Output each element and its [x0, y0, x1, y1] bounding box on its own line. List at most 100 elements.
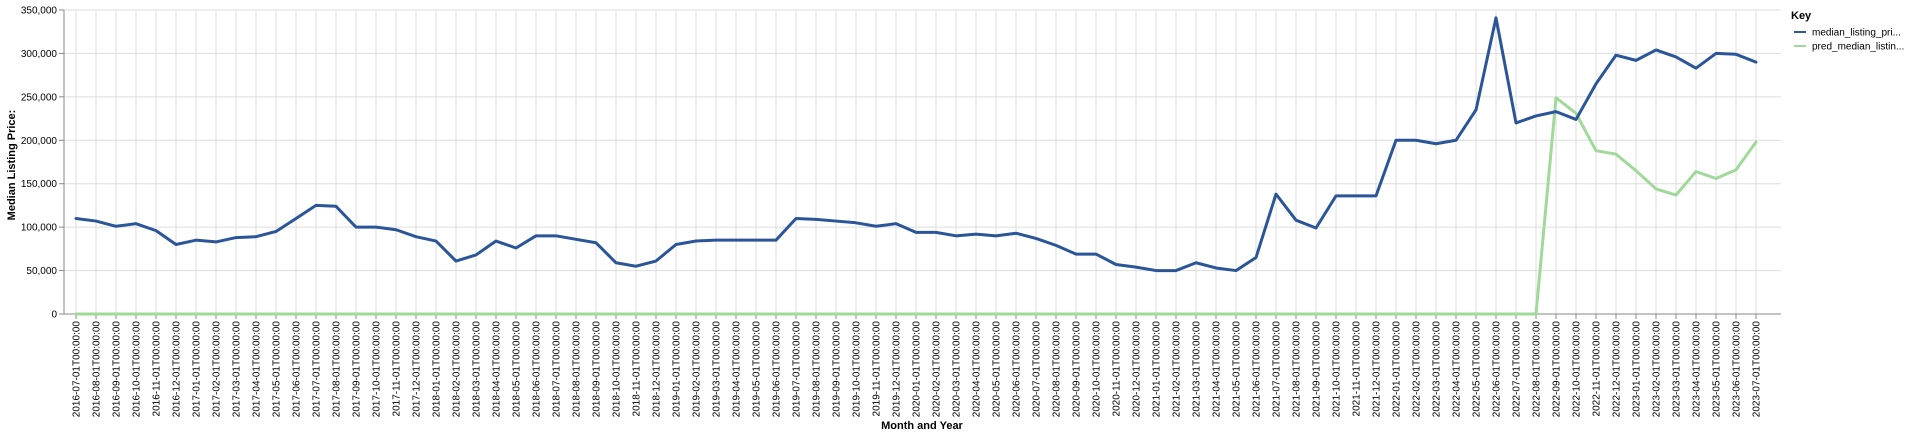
series-layer [74, 16, 1758, 316]
x-tick-label: 2017-07-01T00:00:00 [312, 321, 323, 418]
x-tick-label: 2017-06-01T00:00:00 [292, 321, 303, 418]
x-tick-label: 2017-10-01T00:00:00 [372, 321, 383, 418]
x-tick-label: 2017-12-01T00:00:00 [412, 321, 423, 418]
x-tick-label: 2019-07-01T00:00:00 [792, 321, 803, 418]
x-tick-label: 2023-01-01T00:00:00 [1632, 321, 1643, 418]
x-tick-label: 2019-08-01T00:00:00 [812, 321, 823, 418]
x-tick-label: 2021-01-01T00:00:00 [1152, 321, 1163, 418]
x-tick-label: 2018-01-01T00:00:00 [432, 321, 443, 418]
x-tick-label: 2018-07-01T00:00:00 [552, 321, 563, 418]
x-axis-title: Month and Year [881, 420, 963, 432]
x-tick-label: 2017-11-01T00:00:00 [392, 321, 403, 417]
x-tick-label: 2023-07-01T00:00:00 [1752, 321, 1763, 418]
x-tick-label: 2023-06-01T00:00:00 [1732, 321, 1743, 418]
y-tick-label: 200,000 [21, 136, 58, 147]
x-tick-label: 2020-07-01T00:00:00 [1032, 321, 1043, 418]
x-tick-label: 2020-06-01T00:00:00 [1012, 321, 1023, 418]
x-tick-label: 2023-04-01T00:00:00 [1692, 321, 1703, 418]
x-tick-label: 2016-07-01T00:00:00 [72, 321, 83, 418]
x-tick-label: 2019-12-01T00:00:00 [892, 321, 903, 418]
x-tick-label: 2021-10-01T00:00:00 [1332, 321, 1343, 418]
x-tick-label: 2017-09-01T00:00:00 [352, 321, 363, 418]
x-tick-label: 2019-01-01T00:00:00 [672, 321, 683, 418]
x-tick-label: 2018-02-01T00:00:00 [452, 321, 463, 418]
x-tick-label: 2020-09-01T00:00:00 [1072, 321, 1083, 418]
y-tick-label: 250,000 [21, 92, 58, 103]
y-tick-label: 350,000 [21, 6, 58, 17]
legend-label: median_listing_pri... [1812, 28, 1901, 39]
x-tick-label: 2022-04-01T00:00:00 [1452, 321, 1463, 418]
x-tick-label: 2021-05-01T00:00:00 [1232, 321, 1243, 418]
x-tick-label: 2018-12-01T00:00:00 [652, 321, 663, 418]
x-tick-label: 2023-03-01T00:00:00 [1672, 321, 1683, 418]
x-tick-label: 2018-04-01T00:00:00 [492, 321, 503, 418]
x-tick-label: 2017-03-01T00:00:00 [232, 321, 243, 418]
x-tick-label: 2021-09-01T00:00:00 [1312, 321, 1323, 418]
x-tick-label: 2020-04-01T00:00:00 [972, 321, 983, 418]
x-tick-label: 2018-10-01T00:00:00 [612, 321, 623, 418]
x-tick-label: 2022-01-01T00:00:00 [1392, 321, 1403, 418]
y-tick-label: 0 [51, 310, 57, 321]
x-tick-label: 2017-05-01T00:00:00 [272, 321, 283, 418]
x-tick-label: 2018-11-01T00:00:00 [632, 321, 643, 417]
x-tick-label: 2020-11-01T00:00:00 [1112, 321, 1123, 417]
x-tick-label: 2017-02-01T00:00:00 [212, 321, 223, 418]
x-tick-label: 2018-09-01T00:00:00 [592, 321, 603, 418]
y-axis-title: Median Listing Price: [6, 110, 18, 221]
x-tick-label: 2020-03-01T00:00:00 [952, 321, 963, 418]
x-tick-label: 2020-10-01T00:00:00 [1092, 321, 1103, 418]
x-tick-label: 2018-06-01T00:00:00 [532, 321, 543, 418]
x-tick-label: 2019-06-01T00:00:00 [772, 321, 783, 418]
x-tick-label: 2016-10-01T00:00:00 [132, 321, 143, 418]
x-tick-label: 2017-04-01T00:00:00 [252, 321, 263, 418]
x-tick-label: 2019-11-01T00:00:00 [872, 321, 883, 417]
x-tick-label: 2016-08-01T00:00:00 [92, 321, 103, 418]
legend: Key median_listing_pri... pred_median_lis… [1791, 10, 1904, 53]
x-tick-label: 2019-05-01T00:00:00 [752, 321, 763, 418]
x-tick-label: 2021-07-01T00:00:00 [1272, 321, 1283, 418]
x-tick-label: 2021-08-01T00:00:00 [1292, 321, 1303, 418]
x-tick-label: 2016-12-01T00:00:00 [172, 321, 183, 418]
x-tick-label: 2018-08-01T00:00:00 [572, 321, 583, 418]
x-tick-label: 2021-12-01T00:00:00 [1372, 321, 1383, 418]
x-tick-label: 2021-03-01T00:00:00 [1192, 321, 1203, 418]
x-tick-label: 2020-02-01T00:00:00 [932, 321, 943, 418]
x-tick-label: 2022-02-01T00:00:00 [1412, 321, 1423, 418]
x-tick-label: 2019-03-01T00:00:00 [712, 321, 723, 418]
x-tick-label: 2022-07-01T00:00:00 [1512, 321, 1523, 418]
x-tick-label: 2019-02-01T00:00:00 [692, 321, 703, 418]
x-tick-label: 2022-03-01T00:00:00 [1432, 321, 1443, 418]
x-tick-label: 2016-09-01T00:00:00 [112, 321, 123, 418]
x-tick-label: 2019-09-01T00:00:00 [832, 321, 843, 418]
x-tick-label: 2022-09-01T00:00:00 [1552, 321, 1563, 418]
series-line-0 [74, 16, 1758, 273]
x-tick-label: 2020-08-01T00:00:00 [1052, 321, 1063, 418]
x-tick-label: 2022-05-01T00:00:00 [1472, 321, 1483, 418]
x-tick-label: 2022-08-01T00:00:00 [1532, 321, 1543, 418]
x-tick-label: 2022-06-01T00:00:00 [1492, 321, 1503, 418]
x-tick-label: 2018-05-01T00:00:00 [512, 321, 523, 418]
x-tick-label: 2021-04-01T00:00:00 [1212, 321, 1223, 418]
series-line-1 [74, 96, 1758, 316]
x-tick-label: 2019-10-01T00:00:00 [852, 321, 863, 418]
x-tick-label: 2017-08-01T00:00:00 [332, 321, 343, 418]
y-tick-label: 300,000 [21, 49, 58, 60]
x-tick-label: 2022-10-01T00:00:00 [1572, 321, 1583, 418]
legend-items: median_listing_pri... pred_median_listin.… [1794, 28, 1904, 53]
x-tick-label: 2016-11-01T00:00:00 [152, 321, 163, 417]
x-tick-label: 2021-06-01T00:00:00 [1252, 321, 1263, 418]
x-tick-label: 2021-02-01T00:00:00 [1172, 321, 1183, 418]
y-tick-label: 100,000 [21, 223, 58, 234]
x-tick-label: 2017-01-01T00:00:00 [192, 321, 203, 418]
y-tick-label: 50,000 [26, 266, 57, 277]
y-tick-label: 150,000 [21, 179, 58, 190]
legend-title: Key [1791, 10, 1812, 22]
x-tick-label: 2020-05-01T00:00:00 [992, 321, 1003, 418]
x-tick-label: 2022-12-01T00:00:00 [1612, 321, 1623, 418]
x-tick-label: 2020-12-01T00:00:00 [1132, 321, 1143, 418]
x-tick-label: 2019-04-01T00:00:00 [732, 321, 743, 418]
x-tick-label: 2018-03-01T00:00:00 [472, 321, 483, 418]
x-tick-label: 2023-02-01T00:00:00 [1652, 321, 1663, 418]
